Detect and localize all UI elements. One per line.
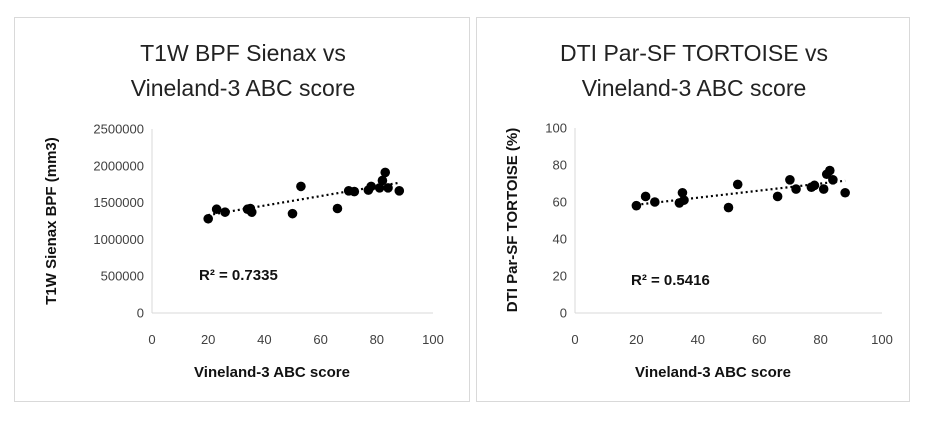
- par-sf-y-tick-label: 100: [545, 121, 567, 136]
- par-sf-x-tick-label: 40: [691, 332, 705, 347]
- bpf-data-point: [332, 203, 343, 214]
- bpf-y-tick-label: 0: [137, 306, 144, 321]
- par-sf-y-tick-label: 20: [553, 269, 567, 284]
- bpf-data-point: [349, 186, 360, 197]
- par-sf-x-tick-label: 100: [871, 332, 893, 347]
- bpf-x-axis-title: Vineland-3 ABC score: [194, 364, 350, 381]
- par-sf-y-tick-label: 40: [553, 232, 567, 247]
- par-sf-data-point: [791, 184, 801, 194]
- bpf-chart-title-line-2: Vineland-3 ABC score: [131, 75, 356, 101]
- bpf-x-tick-label: 20: [201, 332, 215, 347]
- par-sf-chart-title-line-2: Vineland-3 ABC score: [582, 75, 807, 101]
- bpf-data-point: [380, 167, 391, 178]
- par-sf-data-point: [677, 187, 688, 198]
- bpf-y-tick-label: 1500000: [93, 195, 144, 210]
- bpf-data-point: [203, 213, 213, 224]
- bpf-x-tick-label: 80: [370, 332, 384, 347]
- bpf-data-point: [366, 181, 376, 192]
- bpf-data-point: [287, 208, 298, 219]
- par-sf-r-squared-label: R² = 0.5416: [631, 272, 710, 289]
- par-sf-y-tick-label: 80: [553, 158, 567, 173]
- bpf-data-point: [383, 183, 393, 193]
- bpf-y-tick-label: 2500000: [93, 122, 144, 137]
- par-sf-x-axis-title: Vineland-3 ABC score: [635, 364, 791, 381]
- par-sf-data-point: [732, 179, 743, 190]
- bpf-y-tick-label: 2000000: [93, 158, 144, 173]
- par-sf-data-point: [818, 184, 829, 194]
- bpf-data-point: [211, 204, 222, 215]
- par-sf-chart-title-line-1: DTI Par-SF TORTOISE vs: [560, 40, 828, 66]
- par-sf-data-point: [640, 191, 651, 202]
- par-sf-data-point: [828, 175, 838, 185]
- par-sf-y-tick-label: 60: [553, 195, 567, 210]
- par-sf-y-axis-title: DTI Par-SF TORTOISE (%): [504, 128, 521, 312]
- par-sf-data-point: [809, 180, 820, 191]
- bpf-r-squared-label: R² = 0.7335: [199, 267, 278, 284]
- bpf-data-point: [220, 207, 230, 217]
- bpf-x-tick-label: 100: [422, 332, 444, 347]
- par-sf-data-point: [840, 187, 850, 198]
- bpf-chart-title-line-1: T1W BPF Sienax vs: [140, 40, 346, 66]
- par-sf-data-point: [631, 200, 642, 211]
- par-sf-data-point: [772, 191, 783, 202]
- bpf-data-point: [246, 207, 257, 217]
- bpf-x-tick-label: 0: [148, 332, 155, 347]
- bpf-y-tick-label: 500000: [101, 269, 144, 284]
- par-sf-data-point: [723, 202, 734, 213]
- chart-bpf-svg: T1W BPF Sienax vs Vineland-3 ABC score 0 50…: [43, 40, 444, 381]
- bpf-data-point: [394, 186, 405, 196]
- par-sf-x-tick-label: 60: [752, 332, 766, 347]
- par-sf-y-tick-label: 0: [560, 306, 567, 321]
- par-sf-data-point: [650, 197, 660, 207]
- bpf-data-point: [296, 181, 306, 192]
- par-sf-x-tick-label: 0: [571, 332, 578, 347]
- par-sf-data-point: [825, 165, 835, 176]
- bpf-x-tick-label: 40: [257, 332, 271, 347]
- bpf-y-tick-label: 1000000: [93, 232, 144, 247]
- chart-panel-par-sf: DTI Par-SF TORTOISE vs Vineland-3 ABC sco…: [476, 17, 910, 402]
- par-sf-data-point: [785, 175, 795, 185]
- par-sf-data-point: [679, 195, 689, 205]
- bpf-y-axis-title: T1W Sienax BPF (mm3): [43, 137, 60, 305]
- bpf-x-tick-label: 60: [313, 332, 327, 347]
- par-sf-x-tick-label: 20: [629, 332, 643, 347]
- chart-panel-bpf: T1W BPF Sienax vs Vineland-3 ABC score 0 50…: [14, 17, 470, 402]
- chart-par-sf-svg: DTI Par-SF TORTOISE vs Vineland-3 ABC sco…: [504, 40, 893, 381]
- bpf-data-point: [374, 183, 385, 193]
- bpf-data-point: [377, 175, 388, 186]
- par-sf-x-tick-label: 80: [813, 332, 827, 347]
